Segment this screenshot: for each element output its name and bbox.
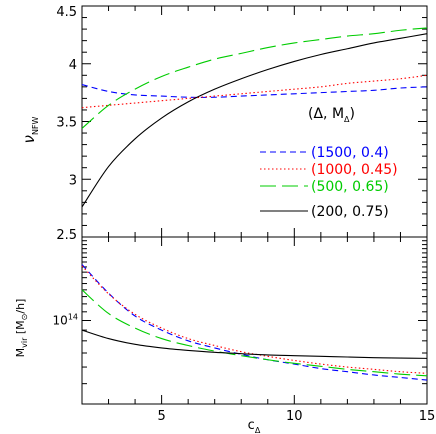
y-label-unit-close: /h] — [14, 299, 27, 314]
bottom-panel-frame — [81, 236, 428, 405]
top-y-tick-label: 2.5 — [56, 228, 77, 243]
legend-title-sub: Δ — [344, 115, 350, 124]
x-label-sub: Δ — [255, 426, 261, 434]
bottom-series-line-2 — [81, 265, 428, 374]
y-label-main: M — [14, 348, 27, 358]
top-panel-frame — [81, 5, 428, 238]
top-y-tick-labels: 2.5 3 3.5 4 4.5 — [56, 5, 77, 243]
bottom-y-axis-label: Mvir [M⊙/h] — [14, 299, 29, 358]
top-y-tick-label: 4.5 — [56, 5, 77, 20]
y-label-unit-sub: ⊙ — [20, 314, 29, 321]
y-tick-exponent: 14 — [68, 313, 78, 322]
bottom-panel-series — [81, 264, 428, 381]
bottom-panel-ticks — [81, 236, 428, 405]
legend-label-series-2: (1000, 0.45) — [311, 162, 398, 178]
top-series-line-2 — [81, 74, 428, 109]
top-y-tick-label: 3.5 — [56, 116, 77, 131]
top-y-axis-label: νNFW — [20, 116, 40, 143]
top-y-tick-label: 3 — [69, 173, 77, 188]
y-label-main: ν — [20, 135, 38, 143]
y-label-unit-open: [M — [14, 320, 27, 337]
bottom-series-line-3 — [81, 289, 428, 377]
x-axis-label: cΔ — [248, 418, 261, 434]
legend-title-close: ) — [350, 106, 355, 122]
legend-label-series-4: (200, 0.75) — [311, 204, 389, 220]
legend-label-series-1: (1500, 0.4) — [311, 145, 389, 161]
legend-title: (Δ, MΔ) — [308, 106, 355, 124]
top-panel-series — [81, 27, 428, 208]
bottom-x-tick-labels: 5 10 15 — [157, 409, 435, 424]
legend-title-main: (Δ, M — [308, 106, 344, 122]
bottom-x-tick-label: 10 — [286, 409, 303, 424]
y-label-sub: vir — [20, 337, 29, 348]
top-panel-ticks — [81, 5, 428, 238]
bottom-series-line-1 — [81, 264, 428, 381]
top-series-line-1 — [81, 84, 428, 98]
y-tick-base: 10 — [53, 314, 68, 328]
bottom-y-tick-label: 1014 — [53, 313, 78, 328]
bottom-x-tick-label: 5 — [157, 409, 165, 424]
legend: (Δ, MΔ) (1500, 0.4) (1000, 0.45) (500, 0… — [260, 106, 398, 220]
y-label-sub: NFW — [31, 116, 40, 135]
bottom-series-line-4 — [81, 329, 428, 359]
legend-label-series-3: (500, 0.65) — [311, 179, 389, 195]
x-label-main: c — [248, 418, 255, 433]
bottom-x-tick-label: 15 — [419, 409, 436, 424]
top-series-line-4 — [81, 33, 428, 208]
top-y-tick-label: 4 — [69, 58, 77, 73]
top-series-line-3 — [81, 27, 428, 129]
